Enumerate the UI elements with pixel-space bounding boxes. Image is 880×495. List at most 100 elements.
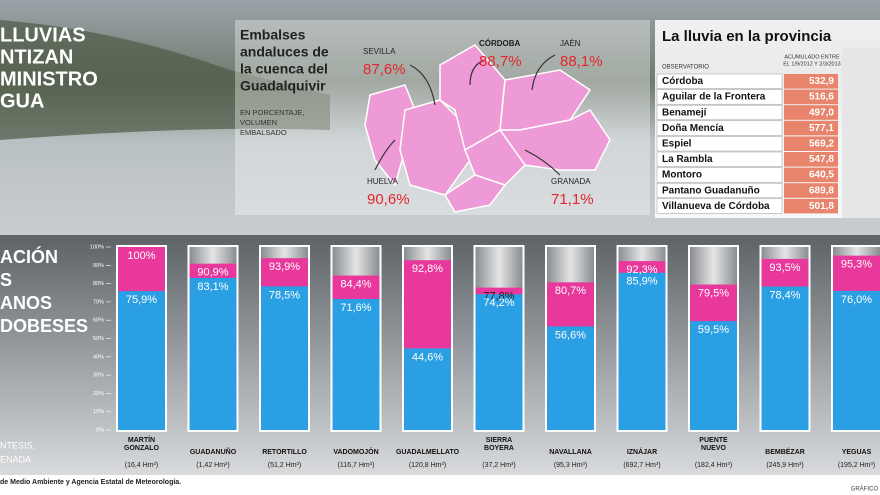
value-label: 79,5%	[698, 287, 729, 299]
y-tick-label: 70%	[93, 299, 104, 305]
table-value-cell	[784, 120, 838, 136]
value-label: 83,1%	[197, 281, 228, 293]
table-cell: 577,1	[809, 123, 834, 134]
table-extra-column	[842, 48, 880, 218]
map-arrows	[374, 54, 561, 176]
province-name: CÓRDOBA	[479, 39, 521, 48]
bar	[475, 294, 523, 430]
section-line: DOBESES	[0, 316, 88, 336]
headline-line: LLUVIAS	[0, 24, 86, 46]
table-cell: Espiel	[662, 139, 692, 150]
section-line: ANOS	[0, 293, 52, 313]
table-cell: 640,5	[809, 170, 834, 181]
province-value: 90,6%	[367, 191, 410, 208]
value-label: 74,2%	[483, 297, 514, 309]
footer	[0, 475, 880, 495]
province-value: 88,7%	[479, 53, 522, 70]
province-value: 87,6%	[363, 61, 406, 78]
section-line: S	[0, 270, 12, 290]
table-cell: Villanueva de Córdoba	[662, 201, 770, 212]
table-row	[656, 151, 783, 167]
x-tick-label: GUADALMELLATO	[396, 449, 460, 456]
table-title: La lluvia en la provincia	[662, 28, 832, 45]
value-label: 78,5%	[269, 289, 300, 301]
bar	[690, 321, 737, 430]
table-cell: Montoro	[662, 170, 702, 181]
x-tick-label: YEGUAS	[842, 449, 872, 456]
table-cell: Doña Mencía	[662, 123, 724, 134]
table-cell: 689,8	[809, 185, 834, 196]
province-value: 71,1%	[551, 191, 594, 208]
table-value-cell	[784, 183, 838, 198]
y-tick-label: 80%	[93, 281, 104, 287]
arrow	[469, 59, 486, 86]
capacity-label: (245,9 Hm³)	[766, 462, 803, 469]
value-label: 59,5%	[698, 324, 729, 336]
x-tick-label: RETORTILLO	[262, 449, 307, 456]
value-label: 75,9%	[126, 294, 157, 306]
x-tick-label: VADOMOJÓN	[333, 447, 378, 456]
table-cell: Pantano Guadanuño	[662, 185, 760, 196]
table-value-cell	[784, 167, 838, 183]
map-title: Guadalquivir	[240, 78, 326, 94]
value-label: 84,4%	[340, 278, 371, 290]
table-cell: Córdoba	[662, 76, 704, 87]
province-name: SEVILLA	[363, 47, 396, 56]
table-cell: Aguilar de la Frontera	[662, 92, 766, 103]
headline-line: MINISTRO	[0, 68, 98, 90]
hills	[0, 20, 330, 140]
table-header: ACUMULADO ENTRE	[784, 54, 840, 60]
table-value-cell	[784, 74, 838, 89]
capacity-label: (692,7 Hm³)	[623, 462, 660, 469]
x-tick-label: IZNÁJAR	[627, 447, 657, 456]
table-cell: La Rambla	[662, 154, 713, 165]
bar	[261, 286, 308, 430]
bar	[118, 291, 165, 430]
capacity-label: (37,2 Hm³)	[482, 462, 515, 469]
x-tick-label: PUENTE NUEVO	[699, 437, 728, 452]
y-tick-label: 20%	[93, 391, 104, 397]
capacity-label: (120,8 Hm³)	[409, 462, 446, 469]
value-label: 85,9%	[626, 276, 657, 288]
bar	[332, 298, 380, 430]
value-label: 100%	[127, 250, 155, 262]
credit: GRÁFICO	[851, 486, 879, 493]
table-cell: 516,6	[809, 92, 834, 103]
table-row	[656, 73, 783, 89]
y-tick-label: 30%	[93, 373, 104, 379]
table-cell: Benamejí	[662, 107, 708, 118]
x-tick-label: SIERRA BOYERA	[484, 437, 514, 452]
table-cell: 569,2	[809, 139, 834, 150]
headline-line: GUA	[0, 90, 44, 112]
value-label: 93,9%	[269, 261, 300, 273]
value-label: 93,5%	[769, 262, 800, 274]
headline-line: NTIZAN	[0, 46, 73, 68]
y-tick-label: 90%	[93, 263, 104, 269]
capacity-label: (95,3 Hm³)	[554, 462, 587, 469]
arrow	[524, 149, 561, 176]
capacity-label: (182,4 Hm³)	[695, 462, 732, 469]
table-cell: 532,9	[809, 76, 834, 87]
province-shape	[464, 129, 526, 186]
value-label: 44,6%	[412, 351, 443, 363]
province-shape	[364, 84, 416, 187]
value-label: 76,0%	[841, 294, 872, 306]
section-note: NTESIS,	[0, 440, 35, 450]
table-cell: 501,8	[809, 201, 834, 212]
map-title: la cuenca del	[240, 61, 328, 77]
value-label: 92,3%	[626, 264, 657, 276]
table-row	[656, 89, 783, 105]
map-subtitle: VOLUMEN	[240, 118, 277, 127]
province-name: HUELVA	[367, 177, 398, 186]
bar	[189, 277, 237, 430]
y-tick-label: 40%	[93, 354, 104, 360]
y-tick-label: 10%	[93, 409, 104, 415]
section-note: ENADA	[0, 454, 31, 464]
value-label: 92,8%	[412, 263, 443, 275]
section-line: ACIÓN	[0, 246, 58, 267]
capacity-label: (16,4 Hm³)	[125, 462, 158, 469]
province-shape	[443, 174, 507, 213]
table-row	[656, 182, 783, 199]
province-name: JAÉN	[560, 39, 581, 48]
